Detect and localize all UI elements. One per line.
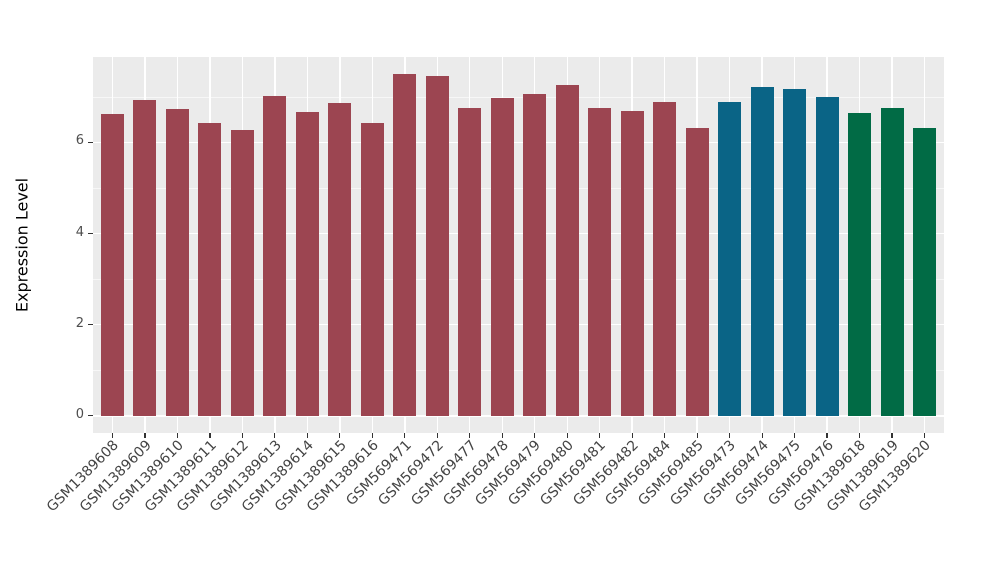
bar (230, 130, 254, 416)
bar (880, 107, 904, 416)
x-tick-mark (534, 433, 536, 438)
bar (360, 122, 384, 416)
x-tick-mark (241, 433, 243, 438)
bar (848, 113, 872, 416)
y-tick-mark (88, 415, 93, 417)
gridline-horizontal-minor (93, 187, 944, 189)
y-axis-title: Expression Level (12, 177, 32, 313)
x-tick-mark (209, 433, 211, 438)
y-tick-mark (88, 141, 93, 144)
bar (815, 96, 839, 416)
bar (523, 94, 547, 416)
x-tick-mark (891, 433, 893, 438)
y-tick-mark (88, 233, 93, 235)
x-tick-mark (664, 433, 666, 438)
x-tick-mark (793, 433, 796, 438)
bar (263, 95, 287, 416)
x-tick-mark (339, 433, 341, 438)
bar (783, 89, 807, 416)
bar (100, 113, 124, 416)
bar (133, 99, 157, 416)
x-tick-mark (599, 433, 601, 438)
x-tick-mark (696, 433, 698, 438)
bar (685, 127, 709, 416)
x-tick-mark (404, 433, 406, 438)
x-tick-mark (566, 433, 568, 438)
bar (458, 108, 482, 416)
gridline-horizontal-major (93, 141, 944, 144)
x-tick-mark (274, 433, 276, 438)
bar (198, 122, 222, 416)
bar (620, 110, 644, 416)
y-tick-label: 4 (75, 224, 84, 240)
x-tick-mark (826, 433, 828, 438)
y-tick-label: 6 (75, 133, 84, 149)
gridline-horizontal-major (93, 232, 944, 235)
x-tick-mark (761, 433, 763, 438)
gridline-horizontal-major (93, 415, 944, 417)
gridline-horizontal-minor (93, 278, 944, 280)
bar (393, 74, 417, 416)
bar (913, 128, 936, 416)
x-tick-mark (436, 433, 438, 438)
x-tick-mark (306, 433, 308, 438)
x-tick-mark (371, 433, 373, 438)
bar (653, 102, 677, 416)
y-tick-mark (88, 324, 93, 326)
x-tick-mark (729, 433, 731, 438)
bar (295, 111, 319, 416)
y-tick-label: 2 (75, 315, 84, 331)
bar (490, 98, 514, 416)
x-tick-mark (631, 433, 633, 438)
bar (165, 109, 189, 416)
y-tick-label: 0 (75, 406, 84, 422)
x-tick-mark (858, 433, 861, 438)
bar (555, 85, 579, 416)
bar (750, 86, 774, 416)
gridline-horizontal-minor (93, 96, 944, 98)
x-tick-mark (501, 433, 503, 438)
bar (588, 107, 612, 416)
x-tick-mark (469, 433, 471, 438)
x-tick-mark (144, 433, 146, 438)
plot-panel (93, 57, 944, 433)
x-tick-mark (176, 433, 179, 438)
x-tick-mark (111, 433, 114, 438)
gridline-horizontal-major (93, 324, 944, 326)
x-tick-mark (923, 433, 926, 438)
bar (328, 102, 352, 416)
bar (718, 102, 742, 416)
gridline-horizontal-minor (93, 369, 944, 371)
bar (425, 75, 449, 416)
